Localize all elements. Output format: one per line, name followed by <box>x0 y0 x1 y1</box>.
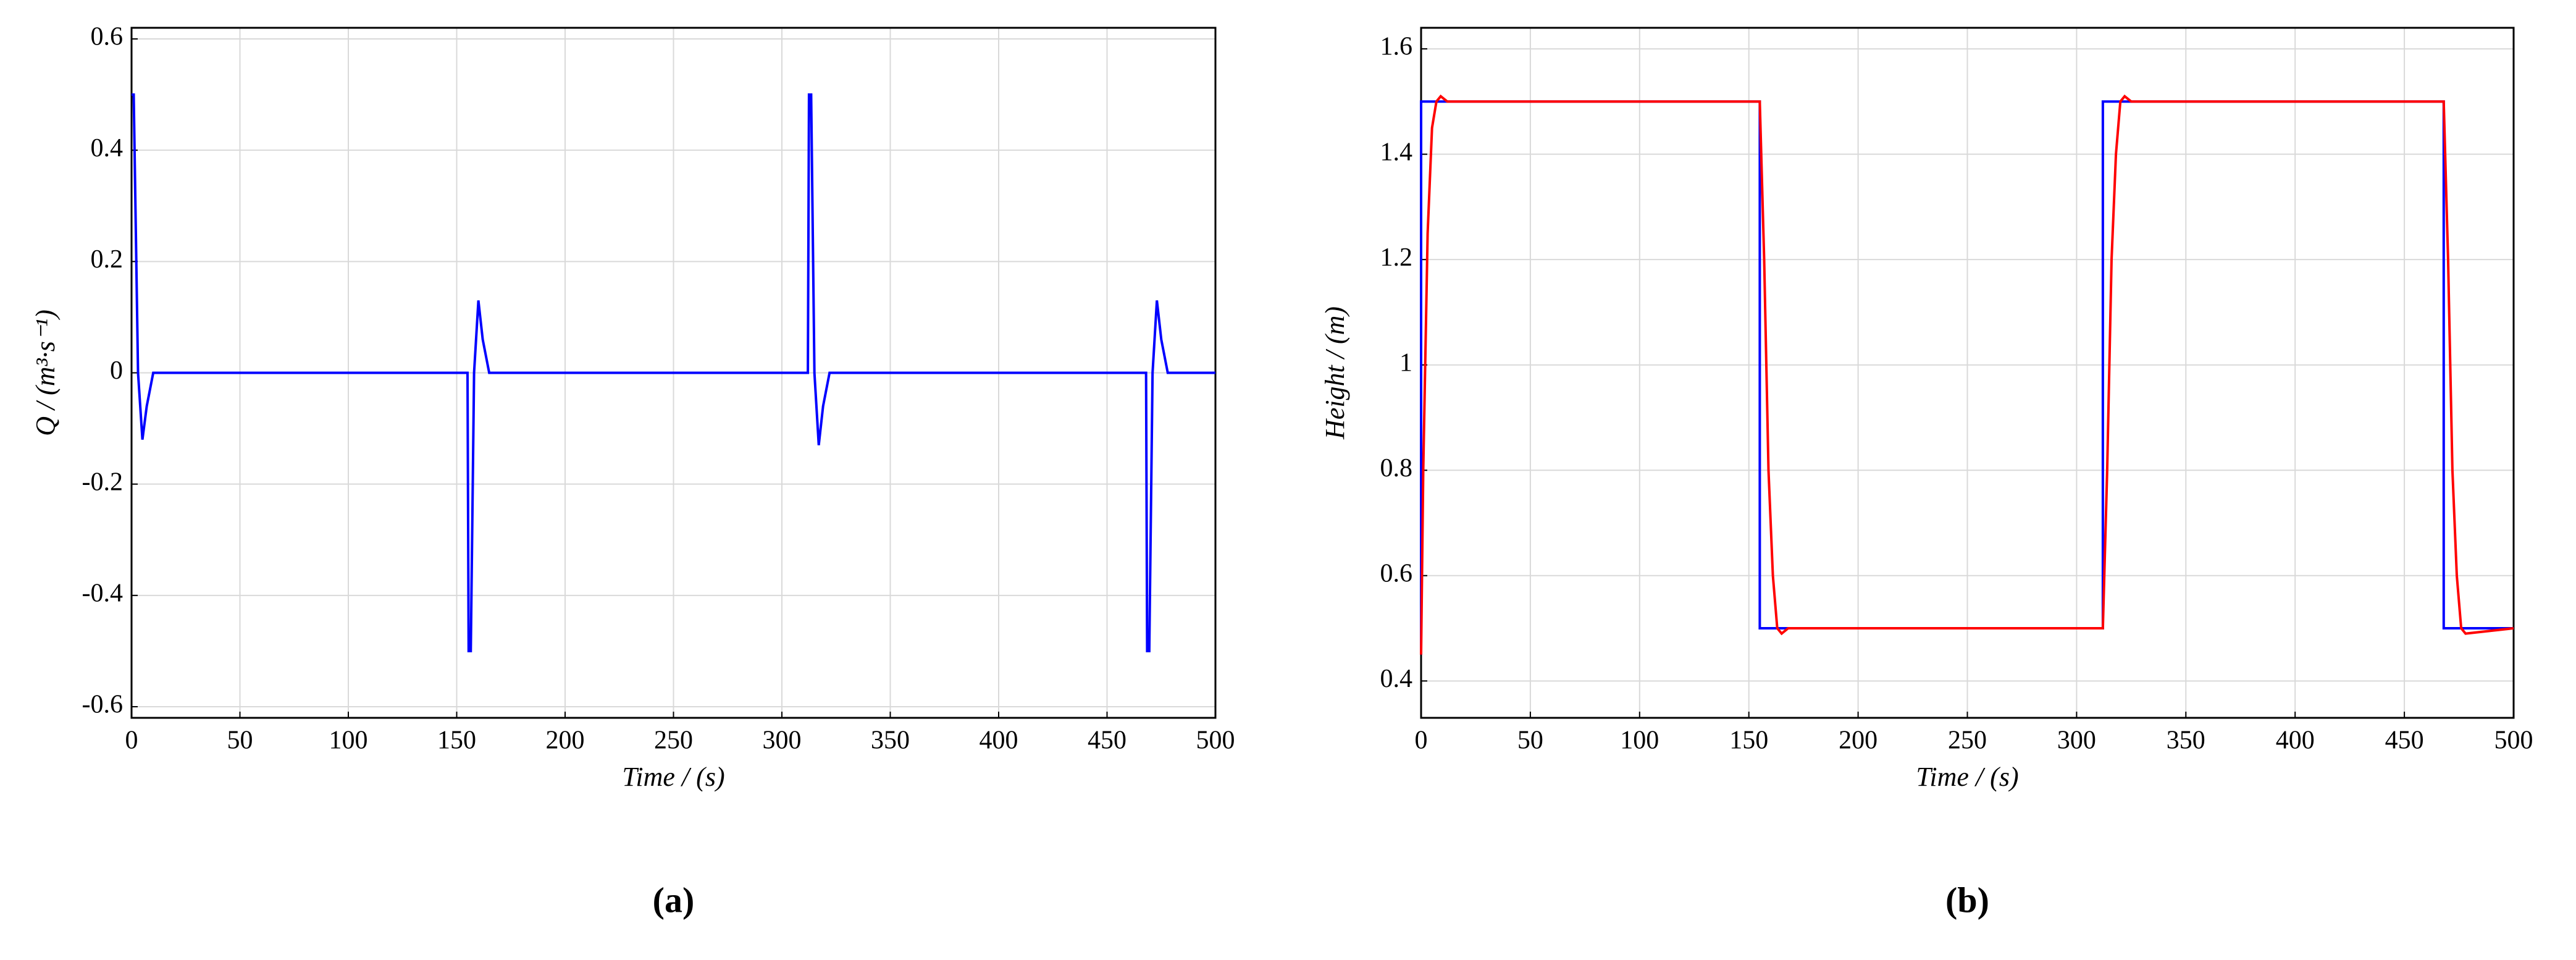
x-tick-label: 300 <box>2057 726 2096 755</box>
y-tick-label: 1.6 <box>1380 33 1413 61</box>
y-tick-label: 0.6 <box>91 23 124 51</box>
x-tick-label: 100 <box>1620 726 1659 755</box>
x-tick-label: 150 <box>437 726 476 755</box>
x-tick-label: 100 <box>329 726 368 755</box>
caption: (b) <box>1945 880 1989 920</box>
x-tick-label: 500 <box>2494 726 2533 755</box>
x-tick-label: 250 <box>654 726 693 755</box>
x-tick-label: 150 <box>1729 726 1768 755</box>
x-tick-label: 350 <box>2167 726 2205 755</box>
x-tick-label: 400 <box>980 726 1018 755</box>
x-tick-label: 200 <box>546 726 585 755</box>
x-tick-label: 450 <box>1088 726 1126 755</box>
x-tick-label: 350 <box>871 726 910 755</box>
x-tick-label: 50 <box>227 726 253 755</box>
x-tick-label: 250 <box>1948 726 1987 755</box>
y-tick-label: 0 <box>110 356 123 385</box>
data-line <box>132 93 1215 652</box>
x-tick-label: 50 <box>1517 726 1543 755</box>
y-tick-label: 1 <box>1399 348 1412 377</box>
x-tick-label: 500 <box>1196 726 1235 755</box>
x-axis-label: Time / (s) <box>622 762 724 792</box>
x-tick-label: 200 <box>1839 726 1877 755</box>
y-axis-label: Q / (m³·s⁻¹) <box>30 309 61 436</box>
y-tick-label: 0.4 <box>91 134 124 162</box>
y-tick-label: 1.4 <box>1380 138 1413 166</box>
data-line <box>1420 94 2514 655</box>
y-tick-label: 0.2 <box>91 245 124 274</box>
y-tick-label: 0.8 <box>1380 454 1413 482</box>
y-tick-label: 0.4 <box>1380 665 1413 693</box>
y-tick-label: -0.6 <box>82 691 124 719</box>
x-tick-label: 400 <box>2276 726 2315 755</box>
y-axis-label: Height / (m) <box>1320 306 1350 440</box>
y-tick-label: 1.2 <box>1380 243 1413 272</box>
y-tick-label: -0.2 <box>82 468 124 496</box>
caption: (a) <box>653 880 695 920</box>
x-tick-label: 450 <box>2385 726 2424 755</box>
y-tick-label: 0.6 <box>1380 559 1413 587</box>
x-axis-label: Time / (s) <box>1916 762 2018 792</box>
x-tick-label: 0 <box>125 726 138 755</box>
y-tick-label: -0.4 <box>82 579 124 607</box>
x-tick-label: 0 <box>1415 726 1428 755</box>
x-tick-label: 300 <box>763 726 802 755</box>
